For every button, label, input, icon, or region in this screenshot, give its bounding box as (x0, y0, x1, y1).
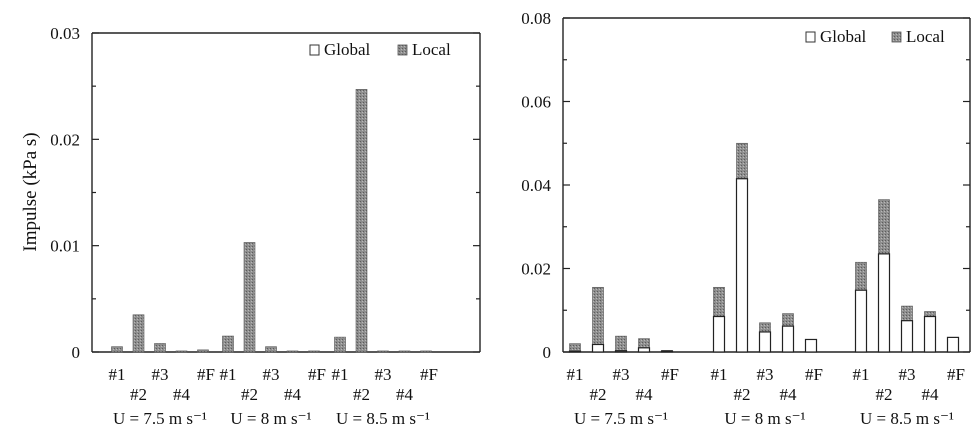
bar-global (660, 350, 674, 353)
category-label: #1 (332, 365, 349, 384)
category-label: #3 (757, 365, 774, 384)
bar-local (197, 349, 209, 353)
category-label: #3 (375, 365, 392, 384)
bar-global (758, 331, 772, 353)
bar-local (154, 343, 166, 353)
bar-local (878, 199, 890, 255)
y-tick-label: 0.06 (521, 93, 551, 112)
bar-global (900, 320, 914, 353)
bar-global (568, 350, 582, 353)
category-label: #4 (922, 385, 940, 404)
category-label: #4 (396, 385, 414, 404)
bar-global (591, 343, 605, 353)
bar-global (946, 336, 960, 353)
bar-local (713, 286, 725, 317)
category-label: #F (805, 365, 823, 384)
category-label: #2 (130, 385, 147, 404)
bar-local (592, 286, 604, 345)
bar-local (420, 350, 432, 353)
bar-local (569, 343, 581, 352)
group-label: U = 7.5 m s⁻¹ (113, 409, 207, 428)
category-label: #3 (152, 365, 169, 384)
category-label: #F (947, 365, 965, 384)
legend-local-swatch (397, 44, 408, 56)
bar-global (637, 347, 651, 353)
y-tick-label: 0.08 (521, 9, 551, 28)
category-label: #F (197, 365, 215, 384)
bar-global (712, 315, 726, 353)
bar-local (759, 322, 771, 333)
category-label: #3 (613, 365, 630, 384)
bar-local (782, 313, 794, 327)
category-label: #2 (876, 385, 893, 404)
y-tick-label: 0.03 (50, 24, 80, 43)
bar-global (804, 338, 818, 353)
bar-local (736, 142, 748, 180)
category-label: #F (420, 365, 438, 384)
group-label: U = 8.5 m s⁻¹ (860, 409, 954, 428)
y-axis-label: Impulse (kPa s) (20, 132, 41, 251)
category-label: #3 (899, 365, 916, 384)
bar-global (923, 315, 937, 353)
group-label: U = 8.5 m s⁻¹ (336, 409, 430, 428)
group-label: U = 7.5 m s⁻¹ (574, 409, 668, 428)
category-label: #1 (567, 365, 584, 384)
bar-local (901, 305, 913, 321)
group-label: U = 8 m s⁻¹ (724, 409, 805, 428)
legend-local-label: Local (412, 40, 451, 59)
bar-local (638, 338, 650, 349)
bar-local (286, 350, 299, 353)
bar-local (243, 242, 256, 353)
y-tick-label: 0.01 (50, 237, 80, 256)
category-label: #2 (353, 385, 370, 404)
category-label: #4 (636, 385, 654, 404)
category-label: #1 (711, 365, 728, 384)
legend-global-swatch (309, 44, 320, 56)
legend-local-swatch (891, 31, 902, 43)
y-tick-label: 0.02 (50, 130, 80, 149)
chart-left: 0 0.01 0.02 0.03 Impulse (kPa s) Global Local #… (20, 24, 481, 428)
legend-global-label: Global (820, 27, 867, 46)
category-label: #4 (173, 385, 191, 404)
legend-global-swatch (805, 31, 816, 43)
bar-local (398, 350, 411, 353)
bar-global (735, 178, 749, 353)
category-label: #F (308, 365, 326, 384)
category-label: #F (661, 365, 679, 384)
category-label: #1 (853, 365, 870, 384)
group-label: U = 8 m s⁻¹ (230, 409, 311, 428)
y-tick-label: 0 (72, 343, 81, 362)
bar-global (877, 253, 891, 353)
category-label: #3 (263, 365, 280, 384)
bar-local (924, 311, 936, 317)
y-tick-label: 0 (543, 343, 552, 362)
chart-right: 0 0.02 0.04 0.06 0.08 Global Local #1 #2 #3 #4 #F U … (521, 9, 971, 428)
bar-local (377, 350, 389, 353)
bar-local (111, 346, 123, 353)
bar-global (614, 350, 628, 353)
bar-local (132, 314, 145, 353)
category-label: #2 (590, 385, 607, 404)
y-tick-label: 0.02 (521, 260, 551, 279)
category-label: #2 (241, 385, 258, 404)
category-label: #2 (734, 385, 751, 404)
bar-local (855, 261, 867, 291)
bar-local (308, 350, 320, 353)
bar-local (175, 350, 188, 353)
legend-global-label: Global (324, 40, 371, 59)
bar-local (615, 335, 627, 352)
category-label: #1 (220, 365, 237, 384)
legend-local-label: Local (906, 27, 945, 46)
bar-global (854, 289, 868, 353)
y-tick-label: 0.04 (521, 176, 551, 195)
category-label: #4 (284, 385, 302, 404)
bar-local (265, 346, 277, 353)
category-label: #1 (109, 365, 126, 384)
bar-local (334, 336, 346, 353)
bar-local (355, 89, 368, 353)
category-label: #4 (780, 385, 798, 404)
bar-global (781, 325, 795, 353)
bar-local (222, 335, 234, 353)
